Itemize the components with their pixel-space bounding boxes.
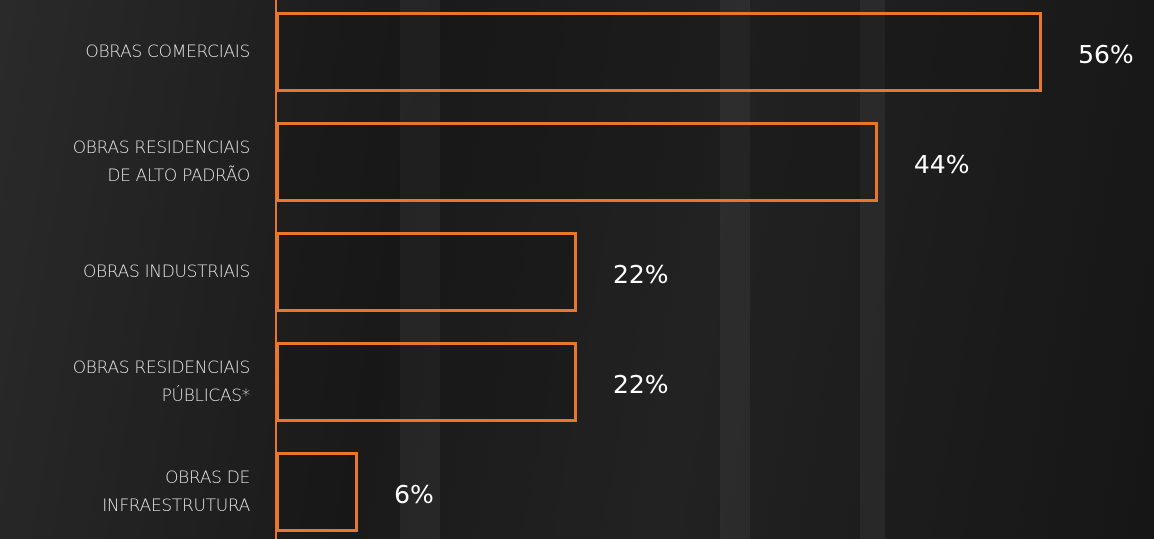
bar (276, 12, 1043, 92)
value-label: 44% (913, 150, 970, 179)
value-label: 56% (1078, 40, 1134, 69)
value-label: 22% (612, 370, 669, 399)
bar (276, 122, 878, 202)
bar (276, 232, 577, 312)
category-label: OBRAS DE INFRAESTRUTURA (102, 468, 250, 516)
category-label: OBRAS RESIDENCIAIS PÚBLICAS* (72, 358, 251, 406)
value-label: 6% (394, 480, 434, 509)
category-label: OBRAS INDUSTRIAIS (82, 262, 250, 282)
bar (276, 342, 577, 422)
category-label: OBRAS RESIDENCIAIS DE ALTO PADRÃO (72, 138, 251, 186)
value-label: 22% (612, 260, 669, 289)
category-label: OBRAS COMERCIAIS (85, 42, 250, 62)
bar (276, 452, 359, 532)
